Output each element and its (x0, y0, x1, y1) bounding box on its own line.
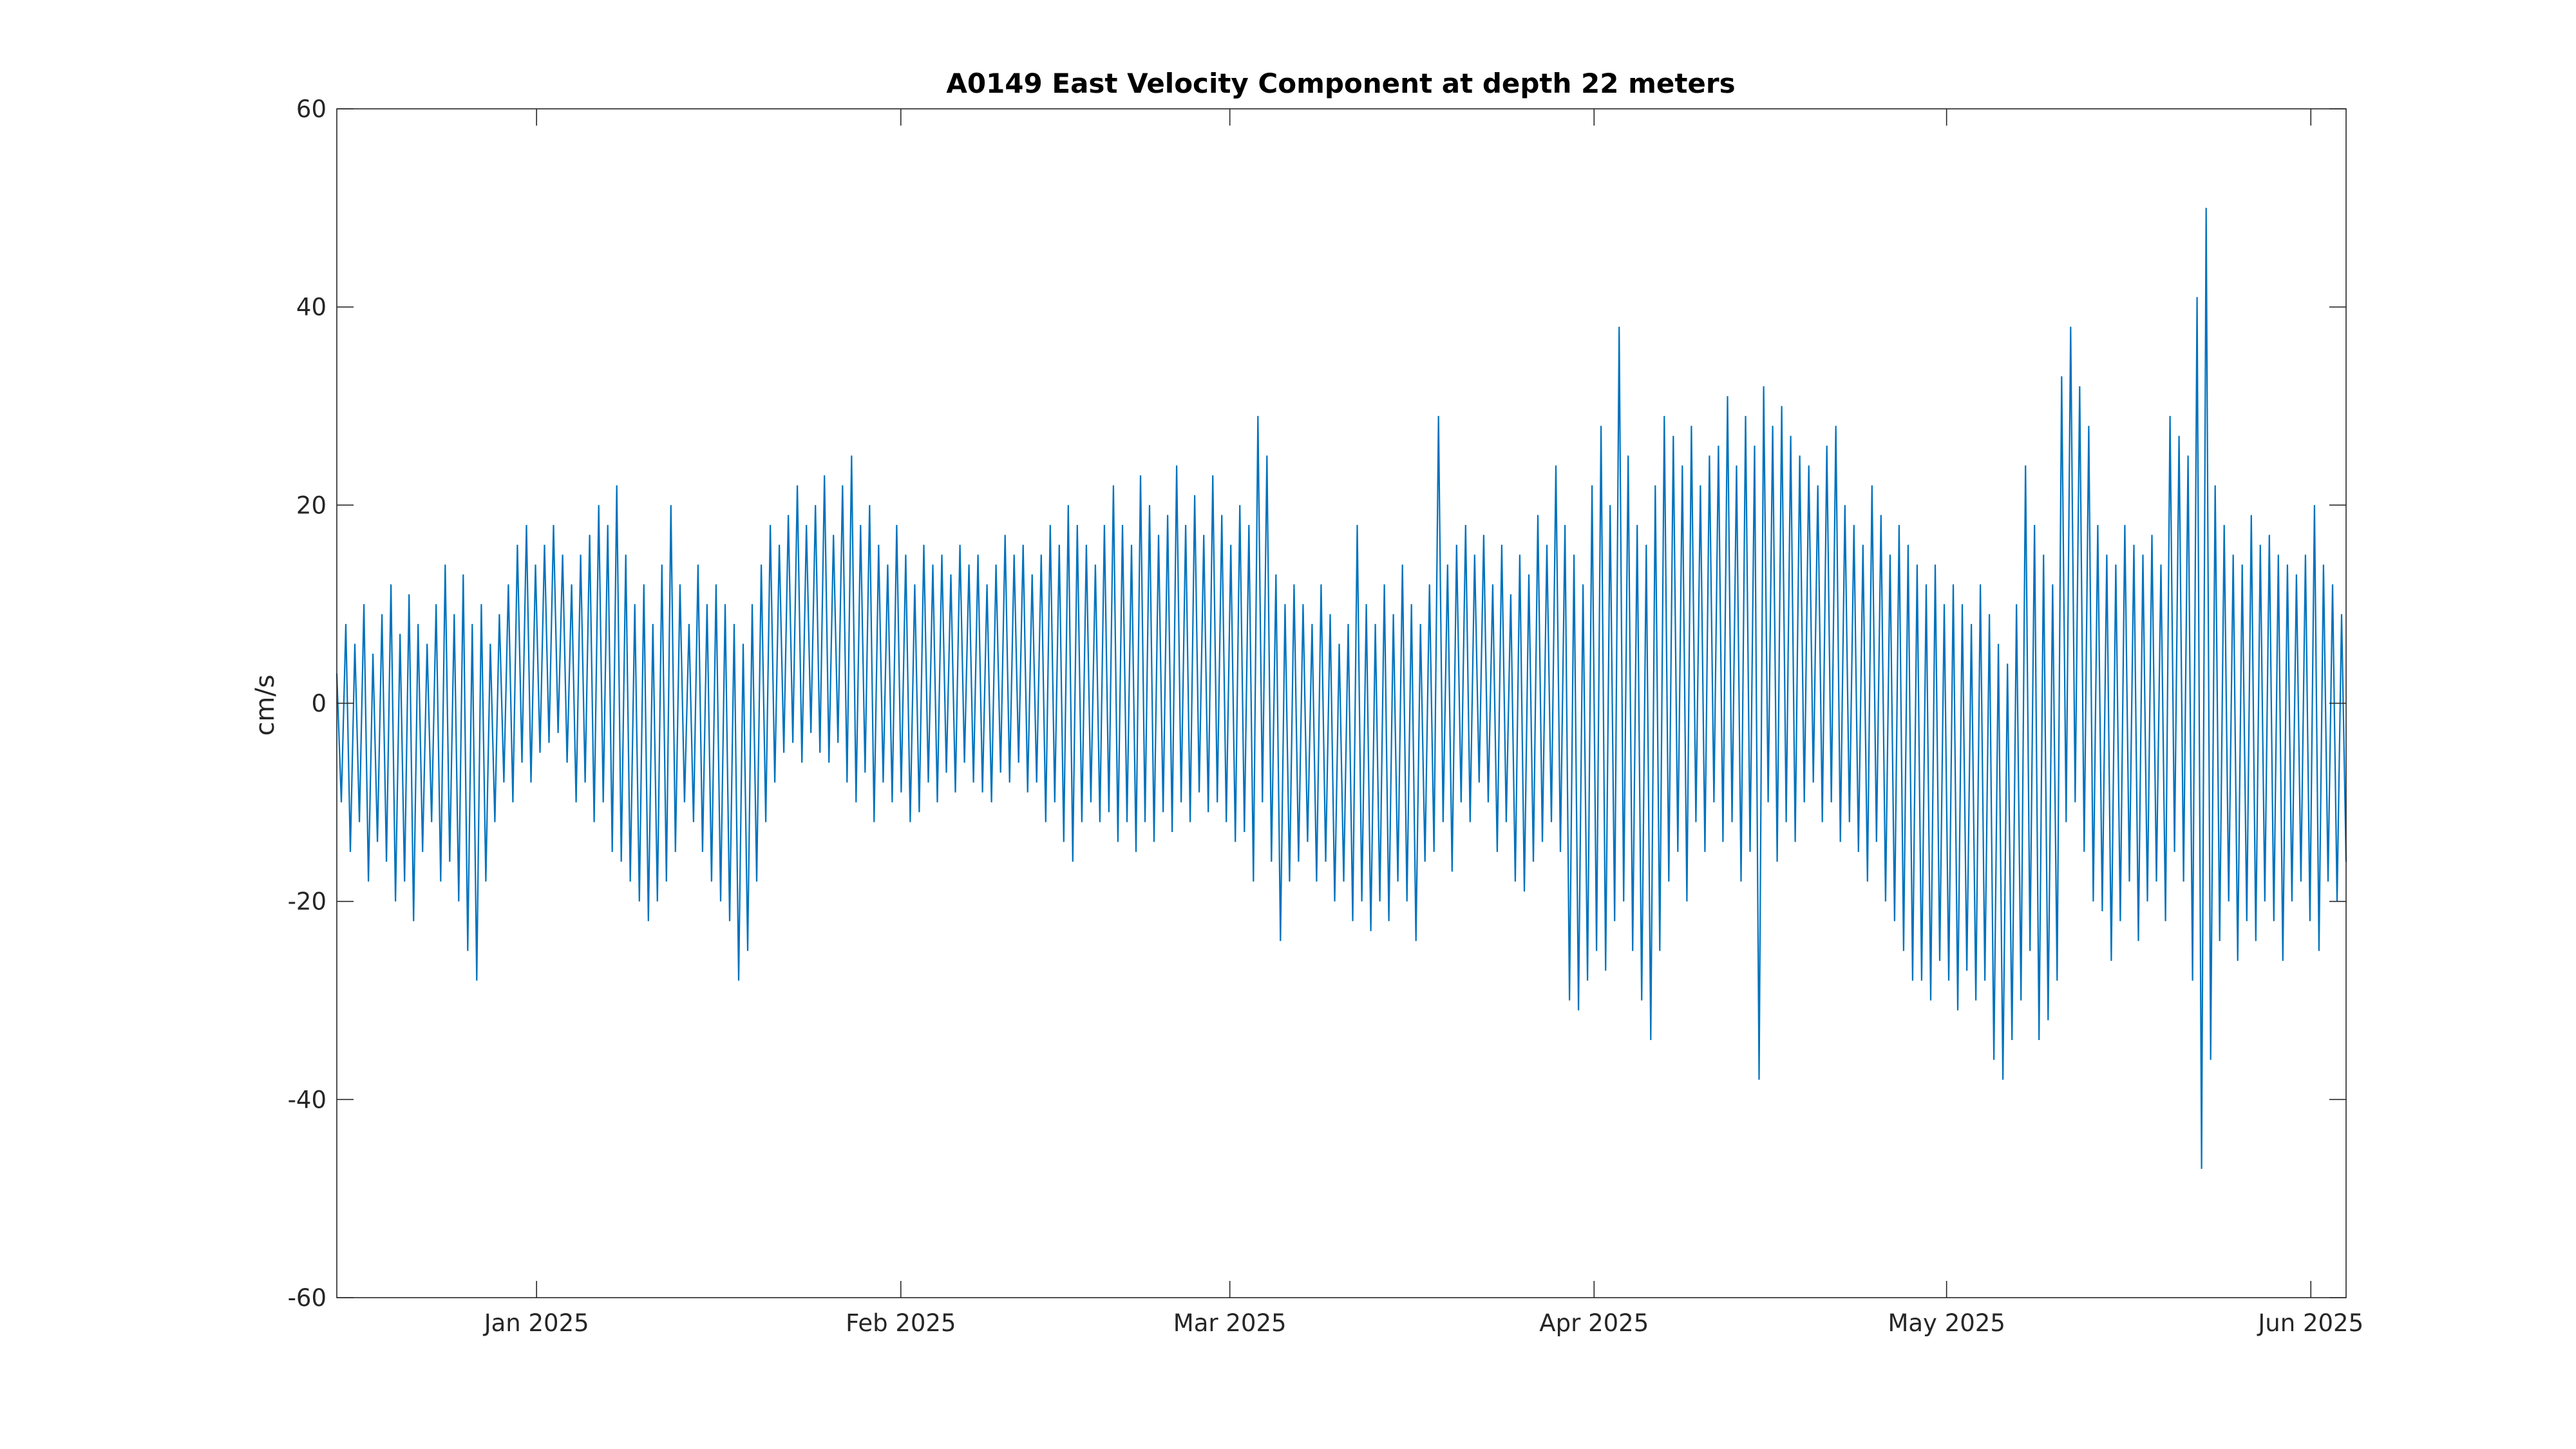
series-line-0 (336, 207, 2347, 1170)
y-tick-label: -20 (288, 888, 327, 916)
y-tick-label: 60 (296, 95, 327, 123)
y-tick-label: -60 (288, 1284, 327, 1312)
y-axis-label: cm/s (251, 674, 280, 735)
y-tick-label: 0 (311, 690, 327, 717)
x-tick-label: May 2025 (1888, 1309, 2005, 1337)
x-tick-label: Jan 2025 (483, 1309, 589, 1337)
x-tick-label: Feb 2025 (846, 1309, 956, 1337)
chart-title: A0149 East Velocity Component at depth 2… (946, 68, 1735, 99)
x-tick-label: Mar 2025 (1173, 1309, 1287, 1337)
x-tick-label: Apr 2025 (1539, 1309, 1649, 1337)
y-tick-label: 20 (296, 491, 327, 519)
y-tick-label: -40 (288, 1086, 327, 1113)
x-tick-label: Jun 2025 (2257, 1309, 2363, 1337)
y-tick-label: 40 (296, 294, 327, 321)
plot-background (337, 109, 2346, 1298)
plot-area: -60 -40 -20 0 20 40 60 Jan 2025 Feb 2025 Mar 2025… (288, 95, 2364, 1337)
